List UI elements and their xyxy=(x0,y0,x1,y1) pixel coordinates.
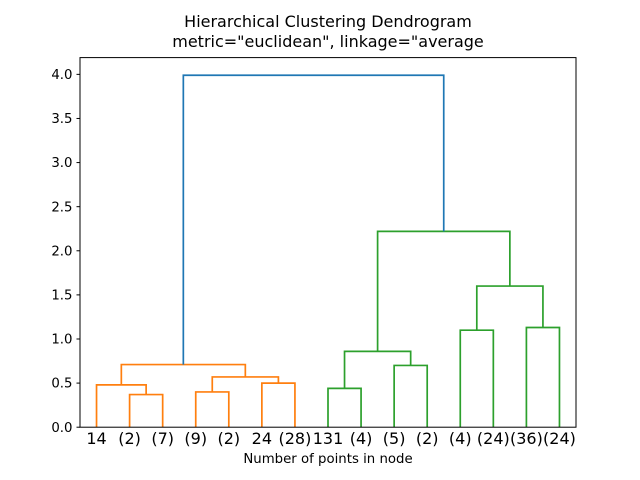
chart-title-block: Hierarchical Clustering Dendrogram metri… xyxy=(80,12,576,51)
x-leaf-label: (2) xyxy=(416,429,439,448)
dendrogram-link xyxy=(211,376,280,392)
x-leaf-label: (4) xyxy=(350,429,373,448)
chart-subtitle: metric="euclidean", linkage="average xyxy=(172,31,484,51)
x-leaf-label: (9) xyxy=(184,429,207,448)
x-leaf-label: 24 xyxy=(252,429,272,448)
x-leaf-label: (36) xyxy=(510,429,543,448)
dendrogram-link xyxy=(343,350,412,389)
dendrogram-link xyxy=(376,230,511,352)
chart-title: Hierarchical Clustering Dendrogram xyxy=(184,12,472,31)
dendrogram-link xyxy=(393,364,429,428)
x-axis-label: Number of points in node xyxy=(243,452,413,467)
x-leaf-label: (2) xyxy=(118,429,141,448)
x-leaf-label: (4) xyxy=(449,429,472,448)
dendrogram-link xyxy=(128,393,164,428)
dendrogram-link xyxy=(182,74,445,365)
y-tick-label: 0.5 xyxy=(51,377,72,392)
dendrogram-link xyxy=(475,285,544,331)
x-leaf-label: (24) xyxy=(543,429,576,448)
dendrogram-link xyxy=(261,382,296,428)
x-leaf-label: 14 xyxy=(86,429,106,448)
y-tick-label: 4.0 xyxy=(51,68,72,83)
dendrogram-link xyxy=(459,329,495,428)
y-tick-label: 3.0 xyxy=(51,156,72,171)
x-leaf-label: (7) xyxy=(151,429,174,448)
dendrogram-link xyxy=(120,363,247,385)
y-tick-label: 2.0 xyxy=(51,244,72,259)
y-tick-label: 0.0 xyxy=(51,421,72,436)
y-tick-label: 2.5 xyxy=(51,200,72,215)
x-leaf-label: (5) xyxy=(383,429,406,448)
x-leaf-label: (24) xyxy=(477,429,510,448)
dendrogram-link xyxy=(525,326,561,428)
x-leaf-label: (28) xyxy=(279,429,312,448)
y-tick-label: 1.5 xyxy=(51,288,72,303)
dendrogram-link xyxy=(194,391,230,428)
x-leaf-label: 131 xyxy=(313,429,344,448)
y-tick-label: 3.5 xyxy=(51,112,72,127)
plot-frame xyxy=(79,57,577,428)
dendrogram-link xyxy=(95,384,147,428)
dendrogram-link xyxy=(327,387,362,428)
x-leaf-label: (2) xyxy=(217,429,240,448)
y-tick-label: 1.0 xyxy=(51,333,72,348)
